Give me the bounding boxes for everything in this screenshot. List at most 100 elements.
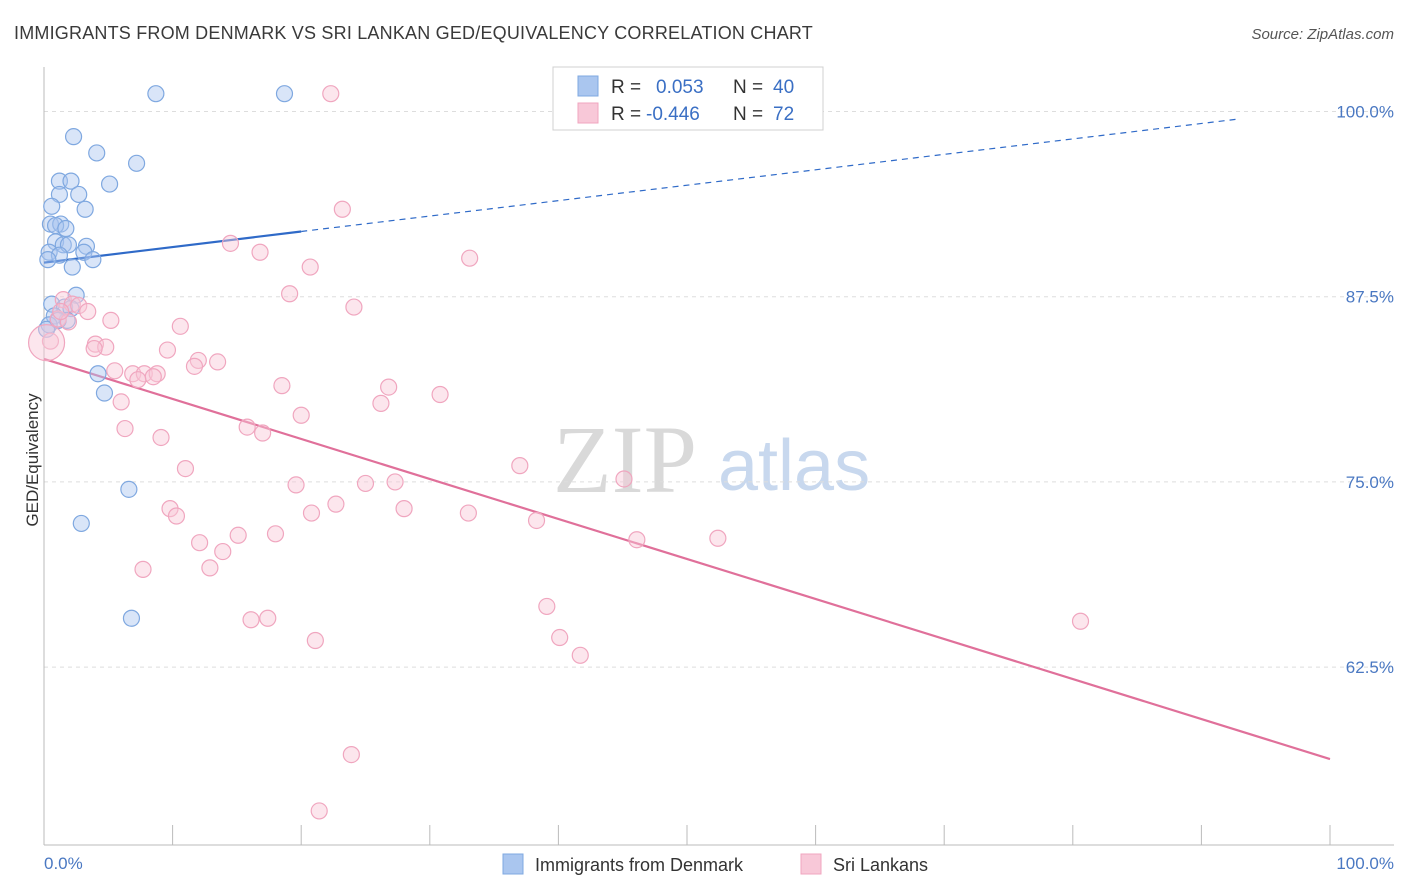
point-srilanka-71 <box>52 302 70 321</box>
legend-n-value-denmark: 40 <box>773 77 794 98</box>
point-denmark-4 <box>127 154 146 172</box>
point-srilanka-41 <box>176 459 195 478</box>
point-srilanka-50 <box>302 504 321 522</box>
point-srilanka-42 <box>287 476 305 494</box>
chart-title: IMMIGRANTS FROM DENMARK VS SRI LANKAN GE… <box>14 23 813 43</box>
point-denmark-7 <box>100 175 119 193</box>
bottom-legend-swatch-denmark <box>502 853 524 875</box>
point-denmark-9 <box>50 185 69 204</box>
point-denmark-14 <box>57 219 75 238</box>
point-srilanka-44 <box>386 473 404 491</box>
watermark-atlas: atlas <box>718 426 870 506</box>
chart-source: Source: ZipAtlas.com <box>1251 26 1394 43</box>
point-srilanka-2 <box>221 234 240 252</box>
point-srilanka-47 <box>395 500 413 518</box>
legend-r-label-srilanka: R = <box>611 104 641 125</box>
point-denmark-0 <box>147 85 165 103</box>
bottom-legend-label-denmark: Immigrants from Denmark <box>535 855 744 875</box>
point-srilanka-54 <box>266 525 285 543</box>
point-denmark-8 <box>70 185 88 204</box>
point-srilanka-16 <box>41 332 60 350</box>
point-srilanka-6 <box>281 285 299 303</box>
trend-line-denmark <box>43 230 302 264</box>
point-srilanka-31 <box>380 378 398 396</box>
point-denmark-17 <box>54 236 72 254</box>
points <box>27 85 1090 820</box>
point-srilanka-66 <box>551 628 569 647</box>
point-srilanka-19 <box>85 339 103 358</box>
y-axis-label: GED/Equivalency <box>23 393 42 527</box>
y-tick-label-1: 87.5% <box>1346 288 1394 307</box>
point-denmark-15 <box>43 197 61 215</box>
point-srilanka-56 <box>214 542 232 561</box>
point-denmark-10 <box>76 200 94 218</box>
point-srilanka-3 <box>251 243 269 261</box>
y-tick-labels: 100.0% 87.5% 75.0% 62.5% <box>1336 102 1394 677</box>
point-denmark-3 <box>88 144 106 162</box>
watermark: ZIP atlas <box>553 406 870 513</box>
point-srilanka-58 <box>709 529 727 547</box>
point-srilanka-51 <box>459 504 477 522</box>
point-srilanka-40 <box>511 457 529 475</box>
point-srilanka-38 <box>254 424 272 442</box>
point-srilanka-23 <box>185 357 204 375</box>
point-srilanka-65 <box>306 631 324 650</box>
bottom-legend-label-srilanka: Sri Lankans <box>833 855 928 875</box>
point-srilanka-55 <box>191 534 209 552</box>
point-srilanka-32 <box>431 385 449 404</box>
point-srilanka-49 <box>167 507 186 525</box>
legend-n-label-denmark: N = <box>733 77 763 98</box>
point-denmark-6 <box>62 172 80 190</box>
point-srilanka-59 <box>134 560 152 578</box>
y-tick-label-0: 100.0% <box>1336 102 1394 121</box>
x-tick-label-max: 100.0% <box>1336 854 1394 873</box>
point-srilanka-15 <box>171 317 189 335</box>
point-srilanka-63 <box>259 609 277 627</box>
point-srilanka-64 <box>1071 612 1090 630</box>
point-srilanka-57 <box>628 531 646 549</box>
legend-r-label-denmark: R = <box>611 77 641 98</box>
x-tick-label-min: 0.0% <box>44 854 83 873</box>
point-srilanka-62 <box>242 611 260 629</box>
point-srilanka-1 <box>333 200 351 218</box>
point-denmark-39 <box>122 609 141 627</box>
point-srilanka-4 <box>301 258 319 276</box>
point-srilanka-52 <box>527 511 546 530</box>
point-srilanka-37 <box>238 418 256 436</box>
point-srilanka-43 <box>356 474 375 493</box>
y-tick-label-3: 62.5% <box>1346 658 1394 677</box>
point-srilanka-34 <box>372 394 390 412</box>
point-srilanka-11 <box>79 302 97 321</box>
point-denmark-23 <box>84 251 102 269</box>
point-srilanka-46 <box>327 495 345 513</box>
bottom-legend-swatch-srilanka <box>800 853 822 875</box>
point-srilanka-36 <box>116 419 134 438</box>
trend-line-denmark-extension <box>301 118 1241 233</box>
point-srilanka-61 <box>538 597 556 616</box>
point-srilanka-22 <box>209 353 227 371</box>
point-denmark-2 <box>64 128 83 146</box>
legend-n-value-srilanka: 72 <box>773 104 794 125</box>
point-srilanka-24 <box>106 362 124 380</box>
point-srilanka-53 <box>229 526 247 544</box>
point-srilanka-20 <box>158 341 177 359</box>
point-srilanka-69 <box>310 802 328 820</box>
point-denmark-24 <box>39 251 57 269</box>
correlation-legend: R = 0.053 N = 40 R = -0.446 N = 72 <box>552 66 824 131</box>
point-srilanka-0 <box>322 85 340 103</box>
legend-r-value-denmark: 0.053 <box>656 77 704 98</box>
point-srilanka-7 <box>345 298 363 316</box>
legend-swatch-denmark <box>577 75 599 97</box>
point-srilanka-28 <box>129 371 147 389</box>
legend-n-label-srilanka: N = <box>733 104 763 125</box>
point-srilanka-5 <box>461 249 479 267</box>
series-legend: Immigrants from Denmark Sri Lankans <box>502 853 928 875</box>
point-srilanka-10 <box>70 296 88 315</box>
grid <box>44 110 1394 668</box>
point-srilanka-35 <box>292 406 310 424</box>
point-srilanka-60 <box>201 559 219 577</box>
point-srilanka-67 <box>571 646 589 664</box>
point-denmark-25 <box>63 258 81 276</box>
